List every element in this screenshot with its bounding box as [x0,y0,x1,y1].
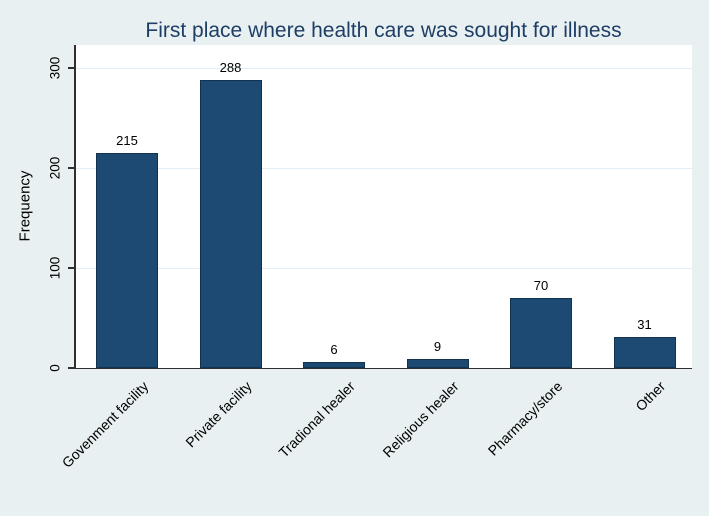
x-tick-label: Govenment facility [58,378,152,471]
y-tick-label: 100 [47,256,63,280]
plot-area [75,45,692,368]
bar [96,153,158,368]
bar-value-label: 31 [637,317,652,332]
x-tick-label: Other [632,378,669,415]
bar [613,337,676,368]
chart-title: First place where health care was sought… [145,19,622,42]
x-axis-line [74,367,692,369]
y-axis-title: Frequency [16,170,34,242]
x-tick-label: Religious healer [379,378,462,461]
y-tick-label: 300 [47,56,63,80]
y-axis-line [74,45,76,369]
x-tick-label: Pharmacy/store [484,378,566,459]
y-gridline [75,268,692,269]
y-tick-mark [68,167,75,169]
bar-value-label: 215 [116,133,138,148]
bar-value-label: 70 [533,278,549,293]
bar [510,298,572,368]
y-tick-mark [68,267,75,269]
y-gridline [75,68,692,69]
y-tick-mark [68,367,75,369]
y-gridline [75,168,692,169]
bar [303,362,365,368]
bar-value-label: 9 [433,339,442,354]
bar [406,359,469,368]
y-tick-label: 0 [47,364,63,372]
bar [199,80,262,368]
bar-value-label: 6 [330,342,338,357]
x-tick-label: Tradional healer [275,378,359,461]
bar-value-label: 288 [219,60,242,75]
y-tick-mark [68,67,75,69]
x-tick-label: Private facility [182,378,255,451]
y-tick-label: 200 [47,156,63,180]
